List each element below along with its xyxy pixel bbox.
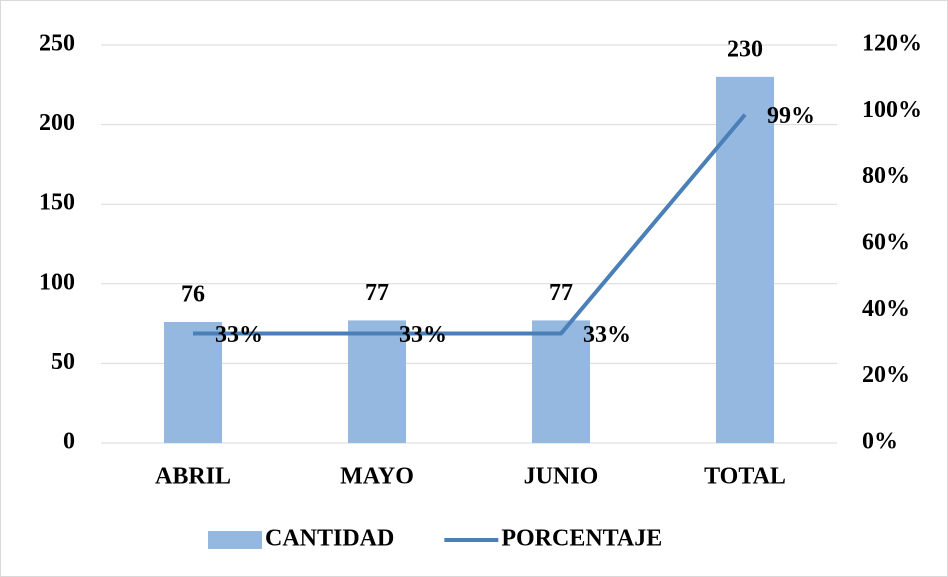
bar-value-label: 76 <box>181 282 205 308</box>
y-tick-label: 150 <box>39 190 75 216</box>
y-tick-label: 100 <box>39 269 75 295</box>
line-series <box>193 113 747 336</box>
y2-tick-label: 60% <box>862 230 910 256</box>
line-value-label: 99% <box>767 103 815 129</box>
bar-value-label: 77 <box>365 280 389 306</box>
legend-label: PORCENTAJE <box>501 526 662 552</box>
bar <box>532 320 590 443</box>
y2-tick-label: 80% <box>862 163 910 189</box>
y-tick-label: 50 <box>51 349 75 375</box>
y-tick-label: 200 <box>39 110 75 136</box>
line-value-label: 33% <box>399 322 447 348</box>
x-tick-label: ABRIL <box>155 464 231 490</box>
y2-tick-label: 100% <box>862 97 922 123</box>
bar <box>164 322 222 443</box>
legend-swatch <box>208 531 262 549</box>
line-value-label: 33% <box>215 322 263 348</box>
y2-tick-label: 40% <box>862 296 910 322</box>
y2-tick-label: 20% <box>862 362 910 388</box>
y2-tick-label: 0% <box>862 429 898 455</box>
x-tick-label: JUNIO <box>524 464 599 490</box>
bar <box>716 76 774 443</box>
bar-value-label: 77 <box>549 280 573 306</box>
legend-label: CANTIDAD <box>265 526 394 552</box>
y-tick-label: 0 <box>63 429 75 455</box>
y-tick-label: 250 <box>39 31 75 57</box>
bar-value-label: 230 <box>727 36 763 62</box>
x-tick-label: MAYO <box>340 464 414 490</box>
x-tick-label: TOTAL <box>704 464 786 490</box>
bar <box>348 320 406 443</box>
y2-tick-label: 120% <box>862 31 922 57</box>
line-value-label: 33% <box>583 322 631 348</box>
